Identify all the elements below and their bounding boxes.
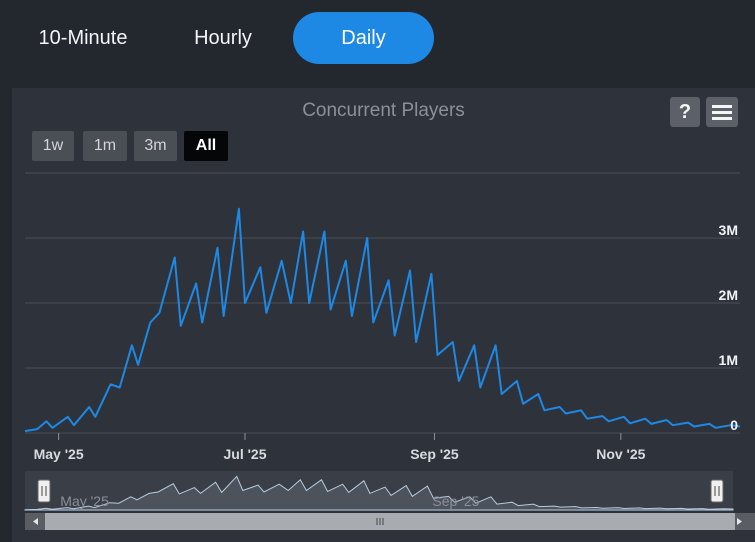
- menu-button[interactable]: [706, 97, 738, 127]
- navigator-left-handle[interactable]: [37, 479, 51, 503]
- x-tick-label: Sep '25: [410, 446, 459, 462]
- range-all-button[interactable]: All: [184, 131, 228, 161]
- scroll-right-icon[interactable]: [737, 518, 742, 525]
- navigator-background: [25, 471, 733, 511]
- range-1m-button[interactable]: 1m: [83, 131, 127, 161]
- navigator-series: [24, 475, 734, 511]
- range-1w-button[interactable]: 1w: [32, 131, 74, 161]
- navigator-right-handle[interactable]: [710, 479, 724, 503]
- y-tick-label: 1M: [719, 352, 738, 368]
- help-icon: ?: [678, 101, 692, 123]
- navigator-labels: May '25 Sep '25: [60, 493, 479, 509]
- scrollbar-thumb[interactable]: [45, 513, 735, 530]
- help-button[interactable]: ?: [670, 97, 700, 127]
- chart-title: Concurrent Players: [302, 100, 465, 121]
- tab-10-minute[interactable]: 10-Minute: [38, 27, 128, 49]
- scrollbar[interactable]: [25, 513, 755, 530]
- x-tick-label: May '25: [34, 446, 84, 462]
- tab-hourly[interactable]: Hourly: [194, 27, 252, 49]
- y-tick-label: 3M: [719, 222, 738, 238]
- navigator-label: May '25: [60, 493, 109, 509]
- navigator[interactable]: May '25 Sep '25: [24, 471, 734, 511]
- x-axis-ticks: May '25 Jul '25 Sep '25 Nov '25: [34, 433, 646, 462]
- chart-grid: [25, 172, 740, 434]
- x-tick-label: Nov '25: [596, 446, 645, 462]
- tab-daily[interactable]: Daily: [293, 12, 434, 64]
- x-tick-label: Jul '25: [223, 446, 266, 462]
- scroll-left-icon[interactable]: [33, 518, 38, 525]
- granularity-tabs: 10-Minute Hourly Daily: [0, 0, 755, 78]
- navigator-label: Sep '25: [432, 493, 479, 509]
- range-3m-button[interactable]: 3m: [134, 131, 177, 161]
- y-tick-label: 2M: [719, 287, 738, 303]
- chart-panel: Concurrent Players ? 1w 1m 3m All: [12, 88, 755, 542]
- y-tick-label: 0: [730, 417, 738, 433]
- series-line: [24, 207, 741, 433]
- y-axis-ticks: 0 1M 2M 3M: [719, 222, 739, 433]
- series-points: [24, 208, 741, 432]
